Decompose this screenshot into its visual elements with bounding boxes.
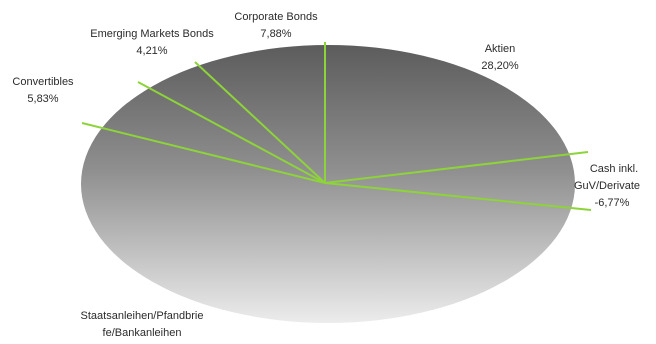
label-corporate-bonds-name: Corporate Bonds [234, 11, 318, 23]
label-cash-value: -6,77% [595, 197, 630, 209]
divider-aktien-cash [324, 151, 589, 184]
label-cash-name-line2: GuV/Derivate [574, 180, 640, 192]
divider-cash-staatsanleihen [324, 182, 592, 211]
slice-dividers [81, 42, 592, 211]
divider-staatsanleihen-convertibles [81, 122, 326, 184]
label-aktien-value: 28,20% [481, 60, 519, 72]
divider-emerging-corporate [194, 61, 326, 184]
divider-convertibles-emerging [137, 81, 326, 184]
label-corporate-bonds-value: 7,88% [260, 28, 291, 40]
label-emerging-markets-name: Emerging Markets Bonds [90, 28, 214, 40]
label-convertibles-name: Convertibles [12, 76, 74, 88]
label-staatsanleihen-name-line1: Staatsanleihen/Pfandbrie [81, 310, 204, 322]
label-emerging-markets-value: 4,21% [136, 45, 167, 57]
label-staatsanleihen-name-line2: fe/Bankanleihen [103, 327, 182, 339]
label-aktien-name: Aktien [485, 43, 516, 55]
label-convertibles-value: 5,83% [27, 93, 58, 105]
label-cash-name-line1: Cash inkl. [590, 163, 638, 175]
slice-labels: Corporate Bonds 7,88% Emerging Markets B… [12, 11, 640, 339]
